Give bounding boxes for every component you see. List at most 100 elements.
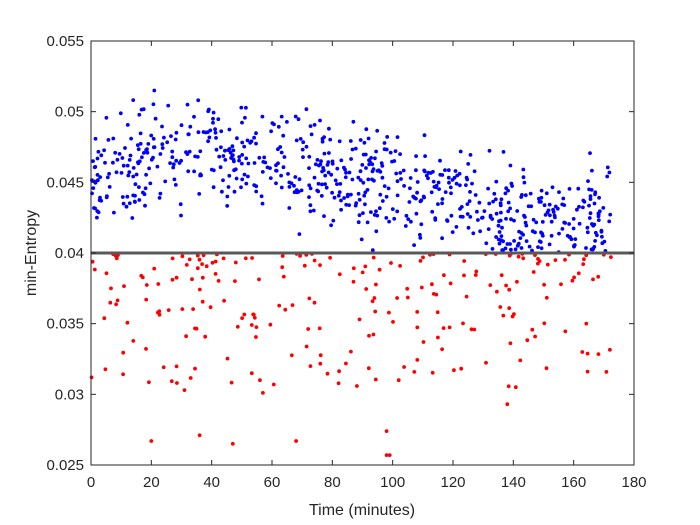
data-point [307,195,311,200]
data-point [339,158,344,163]
data-point [323,182,327,187]
data-point [293,114,298,119]
data-point [467,199,472,204]
data-point [568,235,572,239]
data-point [393,149,398,154]
data-point [563,257,567,262]
data-point [245,138,250,143]
data-point [98,175,103,180]
data-point [553,258,558,262]
data-point [235,136,239,141]
data-point [458,183,462,188]
data-point [171,165,176,170]
data-point [490,247,495,251]
data-point [328,255,332,260]
data-point [204,264,209,269]
data-point [581,262,586,266]
data-point [220,189,224,194]
data-point [233,167,238,172]
data-point [588,194,593,199]
data-point [210,260,215,265]
data-point [486,186,490,191]
data-point [445,219,450,223]
data-point [418,199,423,204]
data-point [585,225,590,230]
data-point [550,185,555,190]
data-point [429,190,434,195]
data-point [151,102,156,107]
data-point [585,230,590,235]
data-point [219,145,223,150]
data-point [507,287,512,292]
data-point [166,308,171,312]
data-point [350,147,355,152]
data-point [501,313,506,318]
data-point [510,184,514,188]
data-point [542,282,546,287]
data-point [151,136,156,141]
data-point [270,121,275,125]
data-point [373,309,378,314]
data-point [244,181,249,186]
data-point [572,243,577,247]
data-point [415,180,420,184]
data-point [196,130,201,135]
data-point [474,269,479,274]
data-point [499,238,503,243]
data-point [315,188,320,193]
data-point [509,217,513,222]
data-point [228,150,233,155]
data-point [297,232,302,237]
data-point [418,236,423,240]
data-point [494,211,499,216]
data-point [374,229,379,234]
data-point [557,190,561,195]
data-point [404,213,409,218]
data-point [402,365,406,369]
data-point [607,170,612,175]
data-point [242,312,247,317]
data-point [321,165,325,170]
data-point [392,216,397,221]
data-point [364,287,369,291]
data-point [157,196,162,200]
data-point [124,204,129,209]
data-point [487,201,492,206]
data-point [213,272,218,276]
data-point [317,326,322,331]
data-point [513,247,518,252]
data-point [173,183,178,187]
data-point [169,379,174,384]
data-point [307,154,312,159]
data-point [525,338,530,343]
data-point [193,154,198,159]
data-point [373,156,377,161]
data-point [518,236,523,241]
data-point [131,166,136,170]
data-point [105,175,110,180]
data-point [361,180,366,185]
data-point [260,114,265,119]
data-point [372,213,377,217]
data-point [590,168,594,173]
data-point [143,186,148,191]
data-point [358,169,363,174]
data-point [180,307,185,311]
data-point [144,283,149,287]
x-tick-label: 100 [380,474,405,491]
data-point [465,212,470,216]
data-point [465,202,470,207]
data-point [547,202,552,207]
data-point [197,433,202,438]
data-point [125,194,130,199]
data-point [252,135,256,140]
data-point [454,181,459,186]
data-point [423,169,427,174]
data-point [349,192,353,197]
data-point [242,144,247,149]
data-point [125,123,130,127]
data-point [200,262,205,266]
data-point [289,353,294,358]
data-point [140,275,145,280]
data-point [367,333,371,338]
